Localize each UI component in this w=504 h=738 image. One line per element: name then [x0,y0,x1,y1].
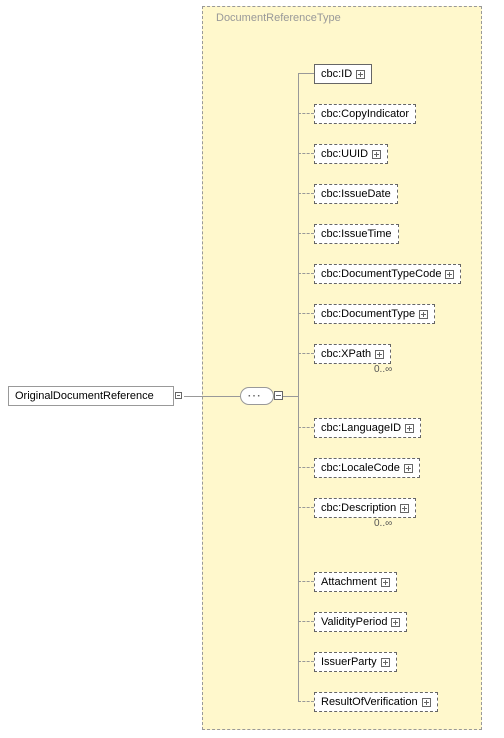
element-label: cbc:UUID [321,148,368,160]
expand-icon [381,658,390,667]
element-box: cbc:ID [314,64,372,84]
branch-line [298,661,314,662]
expand-icon [404,464,413,473]
branch-line [298,73,314,74]
element-box: cbc:CopyIndicator [314,104,416,124]
element-box: ResultOfVerification [314,692,438,712]
element-box: cbc:UUID [314,144,388,164]
expand-icon [405,424,414,433]
branch-line [298,427,314,428]
expand-icon [391,618,400,627]
branch-line [298,701,314,702]
element-label: ValidityPeriod [321,616,387,628]
element-box: cbc:XPath [314,344,391,364]
element-label: Attachment [321,576,377,588]
branch-line [298,313,314,314]
branch-line [298,353,314,354]
expand-icon [356,70,365,79]
cardinality-label: 0..∞ [374,518,392,529]
branch-line [298,193,314,194]
line-root-seq [184,396,240,397]
element-box: cbc:DocumentTypeCode [314,264,461,284]
expand-icon [445,270,454,279]
sequence-connector [240,387,274,405]
element-box: cbc:IssueDate [314,184,398,204]
branch-line [298,233,314,234]
element-label: cbc:DocumentTypeCode [321,268,441,280]
element-box: ValidityPeriod [314,612,407,632]
branch-line [298,581,314,582]
branch-line [298,507,314,508]
branch-line [298,113,314,114]
root-element: OriginalDocumentReference [8,386,174,406]
element-box: Attachment [314,572,397,592]
element-label: cbc:LanguageID [321,422,401,434]
branch-line [298,467,314,468]
element-label: cbc:CopyIndicator [321,108,409,120]
element-label: cbc:DocumentType [321,308,415,320]
line-seq-trunk [283,396,298,397]
element-box: IssuerParty [314,652,397,672]
expand-icon [419,310,428,319]
branch-line [298,273,314,274]
element-label: cbc:LocaleCode [321,462,400,474]
expand-icon [375,350,384,359]
type-container-label: DocumentReferenceType [216,12,341,24]
element-box: cbc:LocaleCode [314,458,420,478]
element-label: cbc:XPath [321,348,371,360]
element-label: IssuerParty [321,656,377,668]
branch-line [298,153,314,154]
element-label: cbc:IssueDate [321,188,391,200]
element-label: cbc:ID [321,68,352,80]
element-box: cbc:Description [314,498,416,518]
branch-line [298,621,314,622]
element-label: cbc:Description [321,502,396,514]
expand-icon [400,504,409,513]
cardinality-label: 0..∞ [374,364,392,375]
expand-icon [422,698,431,707]
element-box: cbc:DocumentType [314,304,435,324]
expand-icon [372,150,381,159]
root-expand-icon [175,392,182,399]
root-element-label: OriginalDocumentReference [15,390,154,402]
element-box: cbc:LanguageID [314,418,421,438]
expand-icon [381,578,390,587]
element-label: cbc:IssueTime [321,228,392,240]
sequence-expand-icon [274,391,283,400]
element-label: ResultOfVerification [321,696,418,708]
trunk-line [298,73,299,701]
element-box: cbc:IssueTime [314,224,399,244]
